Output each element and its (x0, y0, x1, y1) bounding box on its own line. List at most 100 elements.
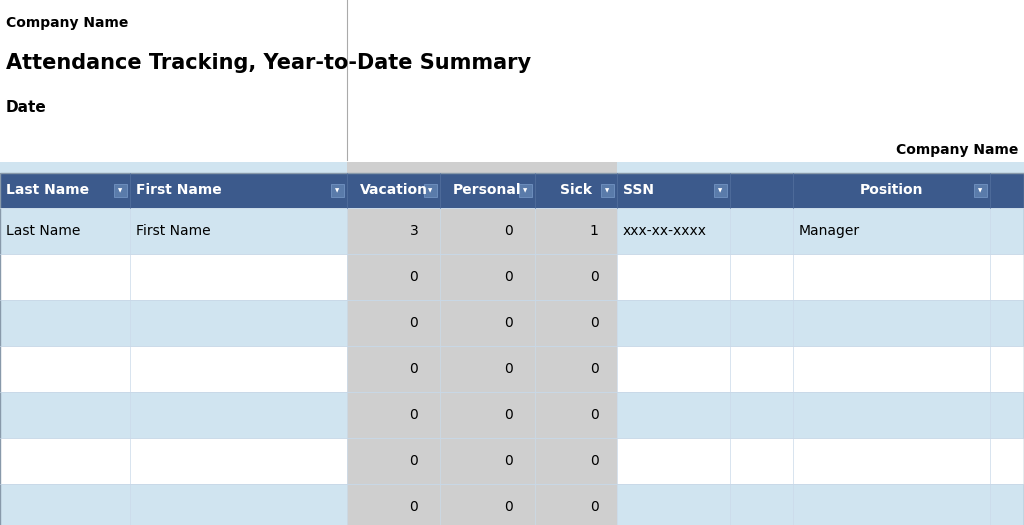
Bar (0, 254, 130, 300)
Text: Company Name: Company Name (896, 143, 1018, 157)
Bar (730, 208, 793, 254)
Bar (990, 162, 1024, 173)
Text: ▼: ▼ (336, 188, 340, 193)
Bar (617, 438, 730, 484)
Bar (617, 346, 730, 392)
Bar (347, 254, 440, 300)
Bar (440, 392, 535, 438)
Bar (535, 484, 617, 525)
Bar (730, 392, 793, 438)
Bar (535, 208, 617, 254)
Text: SSN: SSN (623, 184, 654, 197)
Bar (535, 346, 617, 392)
Bar (130, 392, 347, 438)
Bar (793, 392, 990, 438)
Bar (130, 346, 347, 392)
Bar (440, 346, 535, 392)
Bar (990, 254, 1024, 300)
Text: xxx-xx-xxxx: xxx-xx-xxxx (623, 224, 707, 238)
Text: 0: 0 (590, 270, 598, 284)
Text: Last Name: Last Name (6, 184, 89, 197)
Bar (535, 392, 617, 438)
Bar (535, 254, 617, 300)
Text: Manager: Manager (799, 224, 860, 238)
Bar (601, 184, 614, 197)
Bar (347, 484, 440, 525)
Bar (730, 300, 793, 346)
Bar (974, 184, 987, 197)
Bar (347, 392, 440, 438)
Bar (990, 438, 1024, 484)
Bar (331, 184, 344, 197)
Text: Personal: Personal (454, 184, 522, 197)
Text: ▼: ▼ (428, 188, 432, 193)
Text: 0: 0 (590, 500, 598, 514)
Bar (440, 300, 535, 346)
Text: Last Name: Last Name (6, 224, 80, 238)
Bar (130, 300, 347, 346)
Text: 0: 0 (410, 454, 419, 468)
Text: 0: 0 (410, 316, 419, 330)
Text: Sick: Sick (560, 184, 592, 197)
Text: ▼: ▼ (119, 188, 123, 193)
Bar (347, 300, 440, 346)
Bar (617, 484, 730, 525)
Bar (347, 208, 440, 254)
Text: 1: 1 (590, 224, 598, 238)
Bar (0, 392, 130, 438)
Bar (535, 438, 617, 484)
Text: Company Name: Company Name (6, 16, 128, 30)
Bar (0, 208, 130, 254)
Text: 3: 3 (410, 224, 419, 238)
Text: 0: 0 (590, 362, 598, 376)
Bar (535, 162, 617, 173)
Bar (440, 208, 535, 254)
Text: ▼: ▼ (605, 188, 609, 193)
Bar (617, 254, 730, 300)
Text: 0: 0 (410, 362, 419, 376)
Bar (793, 300, 990, 346)
Bar (730, 254, 793, 300)
Text: 0: 0 (410, 408, 419, 422)
Text: 0: 0 (504, 362, 513, 376)
Bar (990, 346, 1024, 392)
Bar (440, 438, 535, 484)
Bar (793, 346, 990, 392)
Text: 0: 0 (410, 270, 419, 284)
Bar (424, 184, 437, 197)
Bar (990, 392, 1024, 438)
Text: 0: 0 (504, 500, 513, 514)
Bar (730, 162, 793, 173)
Text: First Name: First Name (136, 184, 222, 197)
Bar (440, 162, 535, 173)
Bar (347, 346, 440, 392)
Bar (793, 254, 990, 300)
Bar (130, 254, 347, 300)
Bar (347, 162, 440, 173)
Bar (0, 438, 130, 484)
Bar (793, 484, 990, 525)
Text: ▼: ▼ (719, 188, 723, 193)
Bar (0, 300, 130, 346)
Bar (114, 184, 127, 197)
Bar (347, 438, 440, 484)
Bar (617, 392, 730, 438)
Bar (519, 184, 532, 197)
Text: 0: 0 (504, 270, 513, 284)
Text: 0: 0 (504, 408, 513, 422)
Bar (130, 162, 347, 173)
Bar (990, 484, 1024, 525)
Text: 0: 0 (504, 224, 513, 238)
Text: 0: 0 (504, 316, 513, 330)
Bar (130, 484, 347, 525)
Text: ▼: ▼ (978, 188, 983, 193)
Text: Vacation: Vacation (359, 184, 427, 197)
Bar (0, 162, 130, 173)
Bar (130, 208, 347, 254)
Text: 0: 0 (590, 316, 598, 330)
Bar (730, 484, 793, 525)
Bar (990, 208, 1024, 254)
Bar (793, 438, 990, 484)
Bar (793, 162, 990, 173)
Bar (617, 300, 730, 346)
